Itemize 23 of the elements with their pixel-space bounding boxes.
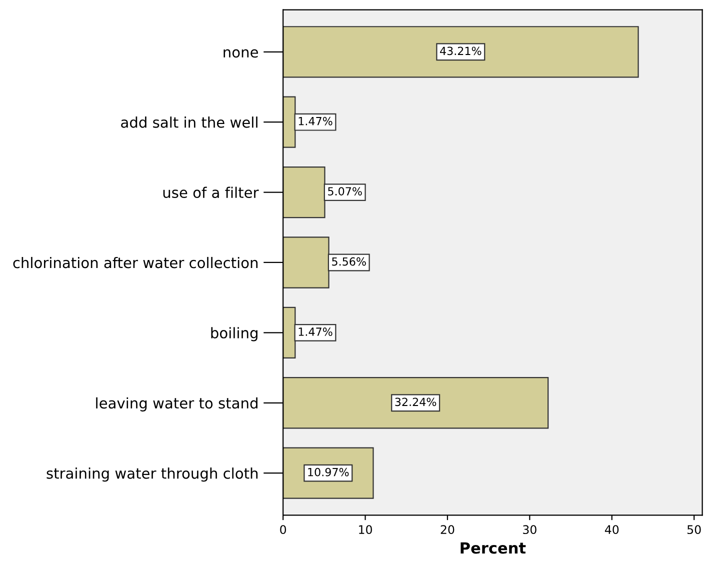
x-tick-label: 50 (687, 525, 701, 534)
x-tick-label: 10 (359, 525, 372, 534)
bar (283, 26, 639, 78)
y-tick-label: boiling (211, 327, 258, 342)
y-tick-label: use of a filter (163, 186, 259, 198)
y-tick-label: none (224, 49, 258, 58)
x-tick-label: 0 (280, 525, 286, 534)
data-label: 10.97% (308, 468, 349, 476)
data-label: 1.47% (298, 328, 332, 336)
data-label: 32.24% (395, 398, 436, 406)
y-tick-label: leaving water to stand (96, 397, 258, 412)
data-label: 43.21% (440, 46, 482, 56)
x-axis-title: Percent (460, 542, 526, 554)
y-tick-label: add salt in the well (121, 116, 258, 128)
x-tick-label: 40 (604, 525, 619, 534)
x-tick-label: 20 (440, 525, 454, 534)
y-tick-label: straining water through cloth (46, 468, 258, 482)
data-label: 5.07% (328, 187, 362, 196)
bar (283, 377, 549, 429)
x-tick-label: 30 (523, 525, 536, 534)
y-tick-label: chlorination after water collection (13, 256, 258, 268)
data-label: 5.56% (332, 257, 366, 266)
data-label: 1.47% (298, 116, 332, 126)
